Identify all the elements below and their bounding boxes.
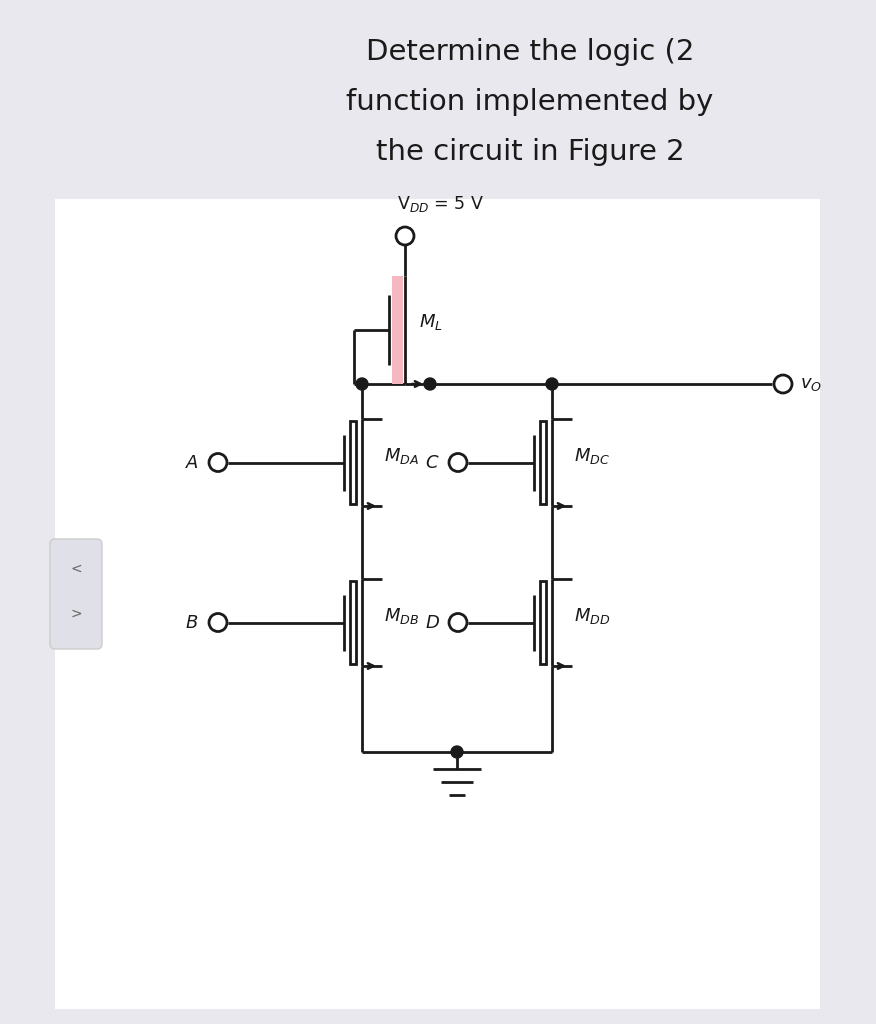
Text: $M_{DC}$: $M_{DC}$ [574, 446, 610, 467]
Bar [350, 581, 356, 664]
Bar [540, 421, 546, 504]
Circle shape [356, 378, 368, 390]
Circle shape [424, 378, 436, 390]
Text: V$_{DD}$ = 5 V: V$_{DD}$ = 5 V [397, 194, 484, 214]
Text: the circuit in Figure 2: the circuit in Figure 2 [376, 138, 684, 166]
Text: <: < [70, 562, 81, 575]
FancyBboxPatch shape [55, 199, 820, 1009]
Circle shape [451, 746, 463, 758]
Text: >: > [70, 607, 81, 621]
Circle shape [546, 378, 558, 390]
Bar [540, 581, 546, 664]
Text: B: B [186, 613, 198, 632]
Text: D: D [425, 613, 439, 632]
Text: $M_L$: $M_L$ [419, 312, 442, 332]
Bar [392, 276, 403, 384]
Text: C: C [426, 454, 438, 471]
Text: $M_{DA}$: $M_{DA}$ [384, 446, 419, 467]
Text: function implemented by: function implemented by [346, 88, 714, 116]
Text: Determine the logic (2: Determine the logic (2 [366, 38, 694, 66]
Text: $M_{DD}$: $M_{DD}$ [574, 606, 611, 627]
Text: $v_O$: $v_O$ [800, 375, 822, 393]
FancyBboxPatch shape [50, 539, 102, 649]
Bar [350, 421, 356, 504]
Text: $M_{DB}$: $M_{DB}$ [384, 606, 419, 627]
Text: A: A [186, 454, 198, 471]
